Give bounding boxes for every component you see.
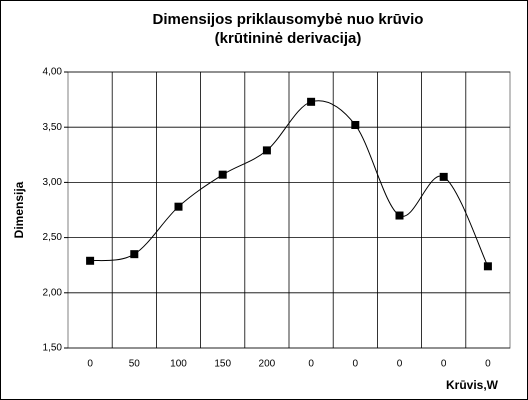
marker <box>262 146 271 155</box>
x-tick-label: 50 <box>129 359 141 370</box>
x-tick-label: 0 <box>308 359 314 370</box>
series-line <box>90 100 489 267</box>
marker <box>218 170 227 179</box>
chart-title: Dimensijos priklausomybė nuo krūvio <box>153 11 424 28</box>
x-tick-label: 100 <box>170 359 187 370</box>
y-tick-label: 2,50 <box>43 232 63 243</box>
x-tick-label: 0 <box>397 359 403 370</box>
x-tick-label: 0 <box>485 359 491 370</box>
y-tick-label: 4,00 <box>43 67 63 78</box>
y-tick-label: 3,00 <box>43 177 63 188</box>
x-tick-label: 0 <box>441 359 447 370</box>
marker <box>351 120 360 129</box>
x-axis-label: Krūvis,W <box>446 378 499 392</box>
chart-title: (krūtininė derivacija) <box>215 30 362 47</box>
y-tick-label: 1,50 <box>43 343 63 354</box>
marker <box>307 97 316 106</box>
y-tick-label: 2,00 <box>43 287 63 298</box>
x-tick-label: 200 <box>259 359 276 370</box>
y-tick-label: 3,50 <box>43 122 63 133</box>
marker <box>174 202 183 211</box>
x-tick-label: 0 <box>87 359 93 370</box>
y-axis-label: Dimensija <box>12 181 26 238</box>
marker <box>439 172 448 181</box>
marker <box>483 262 492 271</box>
marker <box>86 256 95 265</box>
marker <box>130 250 139 259</box>
x-tick-label: 150 <box>214 359 231 370</box>
marker <box>395 211 404 220</box>
x-tick-label: 0 <box>353 359 359 370</box>
